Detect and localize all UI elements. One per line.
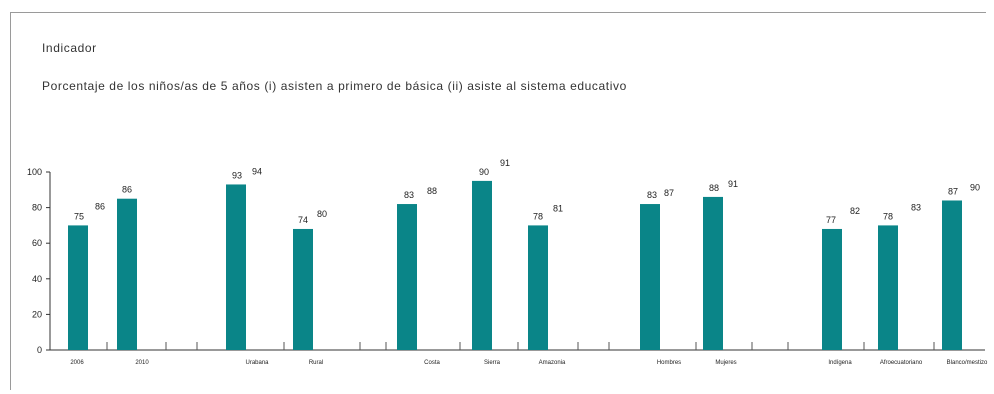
category-label: Afroecuatoriano [880,360,923,366]
category-label: Urabana [245,360,269,366]
value-label-ii: 80 [317,209,327,219]
bar [878,225,898,350]
bar [293,228,313,350]
value-label-i: 86 [122,185,132,195]
value-label-i: 87 [948,186,958,196]
value-label-i: 83 [404,190,414,200]
value-label-i: 88 [709,183,719,193]
bar [703,196,723,350]
bar [640,204,660,350]
value-label-ii: 90 [970,182,980,192]
value-label-ii: 86 [95,201,105,211]
category-label: Sierra [484,360,501,366]
bar [397,204,417,350]
value-label-ii: 91 [728,179,738,189]
value-label-ii: 81 [553,203,563,213]
y-tick-label: 0 [37,345,42,355]
bar [68,225,88,350]
category-label: Rural [309,360,323,366]
y-tick-label: 60 [32,238,42,248]
category-label: Costa [424,360,440,366]
category-label: 2010 [135,360,149,366]
value-label-i: 93 [232,170,242,180]
bar [822,228,842,350]
value-label-i: 74 [298,215,308,225]
indicator-description: Porcentaje de los niños/as de 5 años (i)… [42,79,627,93]
y-tick-label: 20 [32,309,42,319]
chart-frame [10,12,986,390]
category-label: 2006 [70,360,84,366]
value-label-ii: 88 [427,186,437,196]
y-tick-label: 40 [32,274,42,284]
category-label: Hombres [657,360,681,366]
category-label: Amazonia [539,360,566,366]
value-label-ii: 87 [664,188,674,198]
value-label-i: 78 [883,211,893,221]
y-tick-label: 100 [27,167,42,177]
bar [942,200,962,350]
category-label: Indígena [828,360,852,366]
category-label: Mujeres [715,360,736,366]
category-label: Blanco/mestizo [947,360,988,366]
value-label-i: 90 [479,167,489,177]
value-label-i: 83 [647,190,657,200]
value-label-i: 78 [533,211,543,221]
value-label-ii: 91 [500,158,510,168]
value-label-ii: 94 [252,166,262,176]
value-label-ii: 82 [850,206,860,216]
bar [226,184,246,350]
value-label-ii: 83 [911,202,921,212]
y-tick-label: 80 [32,203,42,213]
bar [472,180,492,350]
bar [117,198,137,350]
bar [528,225,548,350]
value-label-i: 77 [826,215,836,225]
value-label-i: 75 [74,211,84,221]
indicator-label: Indicador [42,41,97,55]
